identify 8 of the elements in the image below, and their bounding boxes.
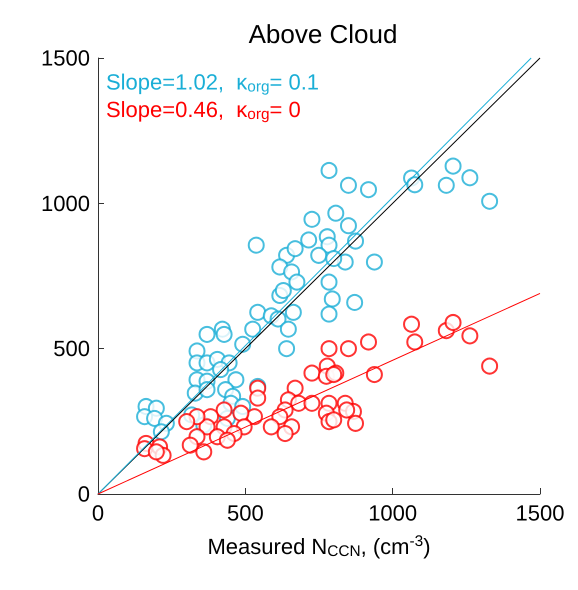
y-tick-label: 0 bbox=[78, 482, 90, 506]
x-tick-label: 1500 bbox=[516, 500, 564, 526]
x-tick-label: 500 bbox=[226, 500, 264, 526]
x-tick-label: 1000 bbox=[368, 500, 418, 526]
y-tick-label: 1000 bbox=[41, 190, 90, 216]
y-tick-label: 1500 bbox=[41, 46, 90, 70]
chart-title: Above Cloud bbox=[248, 19, 398, 49]
y-tick-label: 500 bbox=[53, 336, 90, 362]
